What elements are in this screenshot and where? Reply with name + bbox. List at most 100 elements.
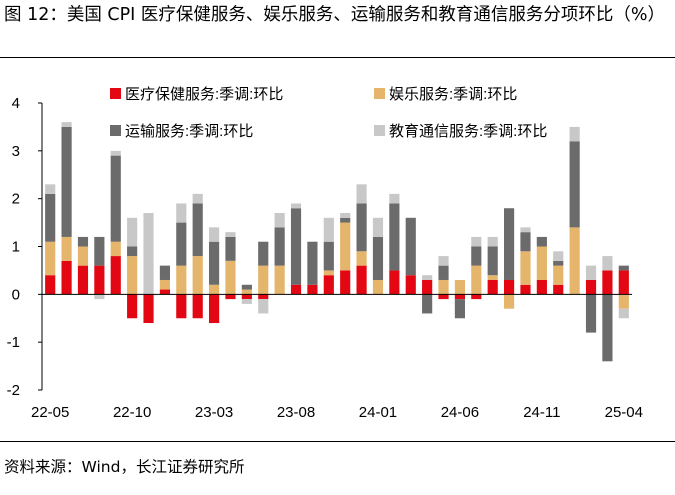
bar-segment	[307, 284, 318, 295]
bar-segment	[471, 294, 482, 300]
bar-segment	[209, 227, 220, 242]
source-divider	[0, 441, 675, 442]
bar-segment	[176, 265, 187, 295]
bar-segment	[405, 275, 416, 295]
bar-segment	[356, 184, 367, 204]
bar-segment	[290, 208, 302, 285]
bar-segment	[209, 241, 220, 285]
bar-segment	[356, 265, 367, 295]
bar-segment	[192, 203, 203, 257]
bar-segment	[438, 256, 449, 266]
y-tick-label: 1	[12, 239, 20, 256]
bar-segment	[258, 294, 269, 300]
bar-segment	[258, 299, 269, 314]
bar-segment	[340, 270, 351, 295]
bar-segment	[536, 279, 547, 295]
legend-label: 教育通信服务:季调:环比	[389, 123, 547, 140]
legend-label: 医疗保健服务:季调:环比	[125, 86, 283, 103]
bar-segment	[45, 193, 56, 242]
x-tick-label: 23-08	[277, 404, 315, 421]
bar-segment	[471, 246, 482, 266]
bar-segment	[569, 126, 580, 142]
bar-segment	[569, 141, 580, 228]
bar-segment	[323, 217, 334, 242]
bar-segment	[61, 260, 72, 295]
bar-segment	[258, 241, 269, 266]
bar-segment	[585, 265, 597, 280]
bar-segment	[127, 256, 138, 295]
bar-segment	[110, 256, 121, 295]
bar-segment	[274, 227, 285, 266]
bar-segment	[471, 265, 482, 295]
y-tick-label: 0	[12, 286, 20, 303]
bar-segment	[454, 299, 465, 319]
bar-segment	[241, 299, 252, 304]
legend-label: 运输服务:季调:环比	[125, 123, 253, 140]
bar-segment	[323, 241, 334, 271]
bar-segment	[225, 294, 236, 300]
x-tick-label: 24-01	[359, 404, 397, 421]
bar-segment	[340, 217, 351, 223]
y-tick-label: -1	[7, 334, 20, 351]
bar-segment	[323, 275, 334, 295]
bar-segment	[602, 270, 613, 295]
bar-segment	[389, 270, 400, 295]
bar-segment	[110, 241, 121, 257]
bar-segment	[389, 193, 400, 204]
bar-segment	[159, 279, 170, 290]
bar-segment	[553, 284, 564, 295]
bar-segment	[323, 270, 334, 276]
bar-segment	[520, 232, 531, 252]
bar-segment	[454, 279, 465, 295]
bar-segment	[536, 246, 547, 280]
bar-segment	[504, 294, 515, 309]
bar-segment	[422, 275, 433, 280]
bar-segment	[110, 155, 121, 242]
x-tick-label: 24-06	[441, 404, 479, 421]
bar-segment	[356, 251, 367, 266]
bar-segment	[159, 289, 170, 295]
bar-segment	[61, 126, 72, 237]
legend-swatch	[110, 125, 121, 136]
bar-group	[45, 122, 629, 362]
y-tick-label: -2	[7, 382, 20, 399]
bar-segment	[127, 246, 138, 257]
bar-segment	[487, 246, 498, 276]
bar-segment	[307, 241, 318, 285]
bar-segment	[77, 236, 89, 247]
title-divider	[0, 57, 675, 58]
bar-segment	[159, 265, 170, 280]
bar-segment	[520, 227, 531, 233]
x-tick-label: 22-05	[31, 404, 69, 421]
bar-segment	[569, 227, 580, 295]
bar-segment	[192, 193, 203, 204]
bar-segment	[61, 122, 72, 127]
bar-segment	[520, 251, 531, 285]
bar-segment	[94, 236, 105, 266]
x-tick-label: 23-03	[195, 404, 233, 421]
bar-segment	[225, 236, 236, 261]
bar-segment	[176, 294, 187, 319]
bar-segment	[372, 279, 384, 295]
y-tick-label: 4	[12, 95, 20, 112]
bar-segment	[241, 294, 252, 300]
bar-segment	[290, 284, 302, 295]
bar-segment	[471, 236, 482, 247]
legend-label: 娱乐服务:季调:环比	[389, 86, 517, 103]
bar-segment	[340, 213, 351, 218]
legend-swatch	[374, 125, 385, 136]
bar-segment	[209, 294, 220, 324]
bar-segment	[356, 203, 367, 252]
bar-segment	[618, 270, 629, 295]
chart-title: 图 12：美国 CPI 医疗保健服务、娱乐服务、运输服务和教育通信服务分项环比（…	[4, 5, 666, 25]
bar-segment	[438, 265, 449, 280]
bar-segment	[225, 232, 236, 237]
x-tick-label: 24-11	[523, 404, 560, 421]
bar-segment	[602, 294, 613, 362]
bar-segment	[290, 203, 302, 209]
bar-segment	[241, 284, 252, 290]
bar-segment	[585, 294, 597, 333]
bar-segment	[372, 217, 384, 237]
